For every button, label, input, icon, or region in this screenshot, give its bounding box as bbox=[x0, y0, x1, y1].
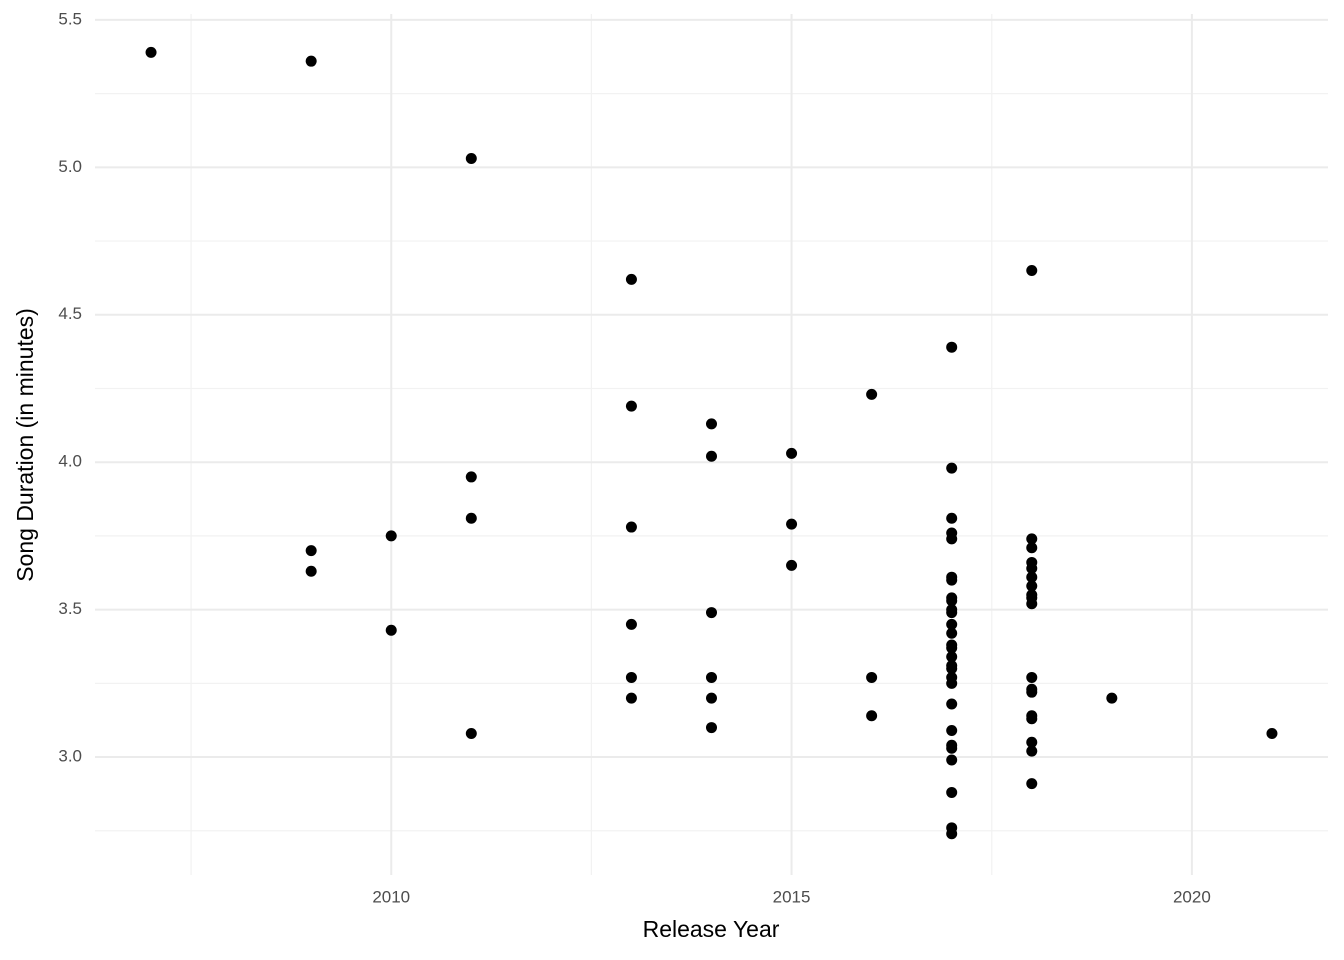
point bbox=[1026, 778, 1038, 790]
point bbox=[946, 663, 958, 675]
point bbox=[946, 574, 958, 586]
point bbox=[1266, 727, 1278, 739]
point bbox=[946, 754, 958, 766]
point bbox=[946, 677, 958, 689]
point bbox=[1026, 542, 1038, 554]
point bbox=[1026, 713, 1038, 725]
point bbox=[625, 618, 637, 630]
x-tick-label: 2020 bbox=[1173, 887, 1211, 906]
point bbox=[946, 595, 958, 607]
point bbox=[625, 400, 637, 412]
point bbox=[946, 607, 958, 619]
point bbox=[465, 512, 477, 524]
point bbox=[786, 559, 798, 571]
point bbox=[946, 828, 958, 840]
point bbox=[1026, 571, 1038, 583]
point bbox=[706, 607, 717, 619]
point bbox=[946, 341, 958, 353]
point bbox=[706, 450, 717, 462]
point bbox=[946, 742, 958, 754]
x-tick-label: 2015 bbox=[773, 887, 811, 906]
point bbox=[946, 651, 958, 663]
point bbox=[1026, 745, 1038, 757]
point bbox=[946, 627, 958, 639]
point bbox=[1026, 686, 1038, 698]
point bbox=[1026, 671, 1038, 683]
point bbox=[625, 521, 637, 533]
point bbox=[946, 462, 958, 474]
point bbox=[946, 698, 958, 710]
point bbox=[706, 692, 717, 704]
y-tick-label: 5.5 bbox=[58, 9, 82, 28]
point bbox=[1026, 736, 1038, 748]
point bbox=[946, 786, 958, 798]
point bbox=[465, 152, 477, 164]
point bbox=[385, 530, 397, 542]
y-axis-title: Song Duration (in minutes) bbox=[12, 308, 38, 582]
y-tick-label: 4.0 bbox=[58, 452, 82, 471]
point bbox=[706, 722, 717, 734]
point bbox=[706, 418, 717, 430]
point bbox=[866, 671, 878, 683]
point bbox=[625, 692, 637, 704]
point bbox=[465, 471, 477, 483]
point bbox=[946, 618, 958, 630]
point bbox=[305, 565, 317, 577]
y-tick-label: 3.0 bbox=[58, 747, 82, 766]
x-tick-label: 2010 bbox=[372, 887, 410, 906]
y-tick-label: 5.0 bbox=[58, 157, 82, 176]
point bbox=[625, 671, 637, 683]
y-tick-label: 4.5 bbox=[58, 304, 82, 323]
point bbox=[1026, 533, 1038, 545]
point bbox=[1026, 562, 1038, 574]
point bbox=[625, 273, 637, 285]
point bbox=[946, 512, 958, 524]
point bbox=[706, 671, 717, 683]
point bbox=[786, 447, 798, 459]
point bbox=[946, 725, 958, 737]
point bbox=[145, 46, 157, 58]
point bbox=[946, 533, 958, 545]
point bbox=[305, 55, 317, 67]
point bbox=[786, 518, 798, 530]
point bbox=[1026, 265, 1038, 277]
point bbox=[305, 545, 317, 557]
y-tick-label: 3.5 bbox=[58, 599, 82, 618]
point bbox=[1026, 580, 1038, 592]
point bbox=[385, 624, 397, 636]
point bbox=[1106, 692, 1118, 704]
point bbox=[946, 642, 958, 654]
point bbox=[1026, 598, 1038, 610]
point bbox=[866, 388, 878, 400]
point bbox=[465, 727, 477, 739]
point bbox=[866, 710, 878, 722]
x-axis-title: Release Year bbox=[643, 916, 780, 942]
